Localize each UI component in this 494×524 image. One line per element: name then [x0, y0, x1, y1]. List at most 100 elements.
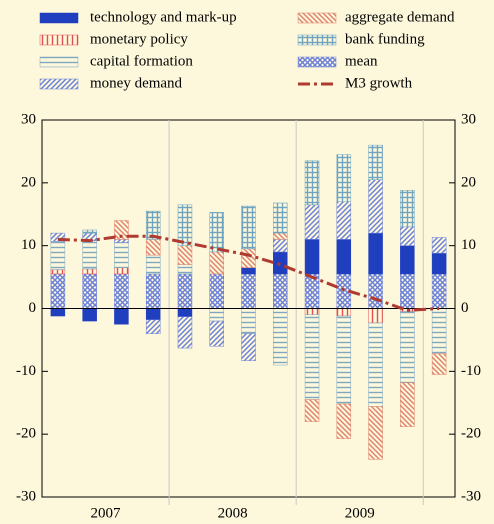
legend-swatch [297, 56, 337, 68]
bar-segment [400, 273, 415, 309]
bar-segment [177, 308, 193, 317]
bar-segment [431, 308, 447, 354]
bar-segment [114, 242, 129, 268]
bar-segment [336, 315, 352, 405]
legend-swatch [39, 56, 79, 68]
legend-label: money demand [90, 75, 183, 91]
bar-segment [431, 273, 447, 309]
bar-segment [368, 144, 383, 180]
bar-segment [431, 237, 447, 254]
bar-segment [50, 241, 66, 270]
bar-segment [304, 273, 320, 309]
bar-segment [114, 239, 129, 243]
legend-swatch [39, 34, 79, 46]
bar-segment [400, 245, 415, 275]
bar-segment [304, 204, 320, 240]
bar-segment [368, 232, 383, 275]
y-tick-label: -20 [461, 426, 481, 442]
bar-segment [241, 308, 256, 334]
y-tick-label: 0 [29, 300, 37, 316]
legend-label: bank funding [345, 31, 425, 47]
bar-segment [241, 205, 256, 250]
legend-swatch [297, 34, 337, 46]
bar-segment [273, 232, 288, 240]
bar-segment [336, 154, 352, 202]
bar-segment [145, 273, 161, 309]
y-tick-label: -30 [16, 488, 36, 504]
bar-segment [273, 239, 288, 253]
bar-segment [177, 316, 193, 349]
y-tick-label: 30 [21, 111, 36, 127]
bar-segment [82, 240, 97, 270]
bar-segment [368, 273, 383, 309]
bar-segment [336, 308, 352, 317]
legend-swatch [39, 78, 79, 90]
legend-label: technology and mark-up [90, 9, 237, 25]
bar-segment [368, 179, 383, 234]
bar-segment [241, 248, 256, 268]
legend-label: monetary policy [90, 31, 188, 47]
bar-segment [209, 273, 224, 309]
y-tick-label: 10 [21, 237, 36, 253]
bar-segment [400, 382, 415, 427]
x-group-label: 2008 [218, 505, 248, 521]
bar-segment [50, 269, 66, 275]
bar-segment [273, 202, 288, 234]
bar-segment [114, 308, 129, 325]
bar-segment [273, 251, 288, 275]
bar-segment [400, 311, 415, 383]
bar-segment [209, 212, 224, 253]
y-tick-label: 30 [461, 111, 476, 127]
bar-segment [400, 190, 415, 228]
bar-segment [273, 273, 288, 309]
bar-segment [431, 353, 447, 375]
bar-segment [304, 160, 320, 206]
bar-segment [114, 267, 129, 275]
y-tick-label: 20 [21, 174, 36, 190]
y-tick-label: 20 [461, 174, 476, 190]
bar-segment [209, 251, 224, 275]
bar-segment [177, 273, 193, 309]
x-group-label: 2007 [91, 505, 122, 521]
line-series [57, 234, 440, 312]
bar-segment [304, 308, 320, 316]
legend-label: aggregate demand [345, 9, 455, 25]
bar-segment [431, 252, 447, 275]
x-group-label: 2009 [345, 505, 375, 521]
bar-segment [145, 210, 161, 240]
bar-segment [145, 254, 161, 275]
bar-segment [304, 239, 320, 275]
y-tick-label: -10 [16, 363, 36, 379]
bar-segment [304, 399, 320, 422]
bar-segment [82, 229, 97, 234]
bar-segment [50, 232, 66, 242]
bar-segment [50, 308, 66, 317]
legend-swatch [39, 12, 79, 24]
bar-segment [145, 319, 161, 334]
bar-segment [177, 245, 193, 265]
bar-segment [82, 273, 97, 309]
bar-segment [241, 273, 256, 309]
bar-segment [241, 267, 256, 275]
y-tick-label: -20 [16, 426, 36, 442]
bar-segment [114, 273, 129, 309]
legend-swatch [297, 12, 337, 24]
bar-segment [209, 320, 224, 347]
bar-segment [400, 226, 415, 246]
bar-segment [82, 268, 97, 275]
bar-segment [336, 403, 352, 439]
bar-segment [50, 273, 66, 309]
legend-label: M3 growth [345, 75, 413, 91]
y-tick-label: -30 [461, 488, 481, 504]
bar-segment [368, 406, 383, 460]
bar-segment [114, 220, 129, 240]
bar-segment [82, 308, 97, 322]
y-tick-label: 10 [461, 237, 476, 253]
bar-segment [209, 308, 224, 322]
bar-segment [177, 204, 193, 246]
bar-segment [145, 239, 161, 256]
legend-label: capital formation [90, 53, 193, 69]
legend-label: mean [345, 53, 378, 69]
y-tick-label: 0 [461, 300, 469, 316]
